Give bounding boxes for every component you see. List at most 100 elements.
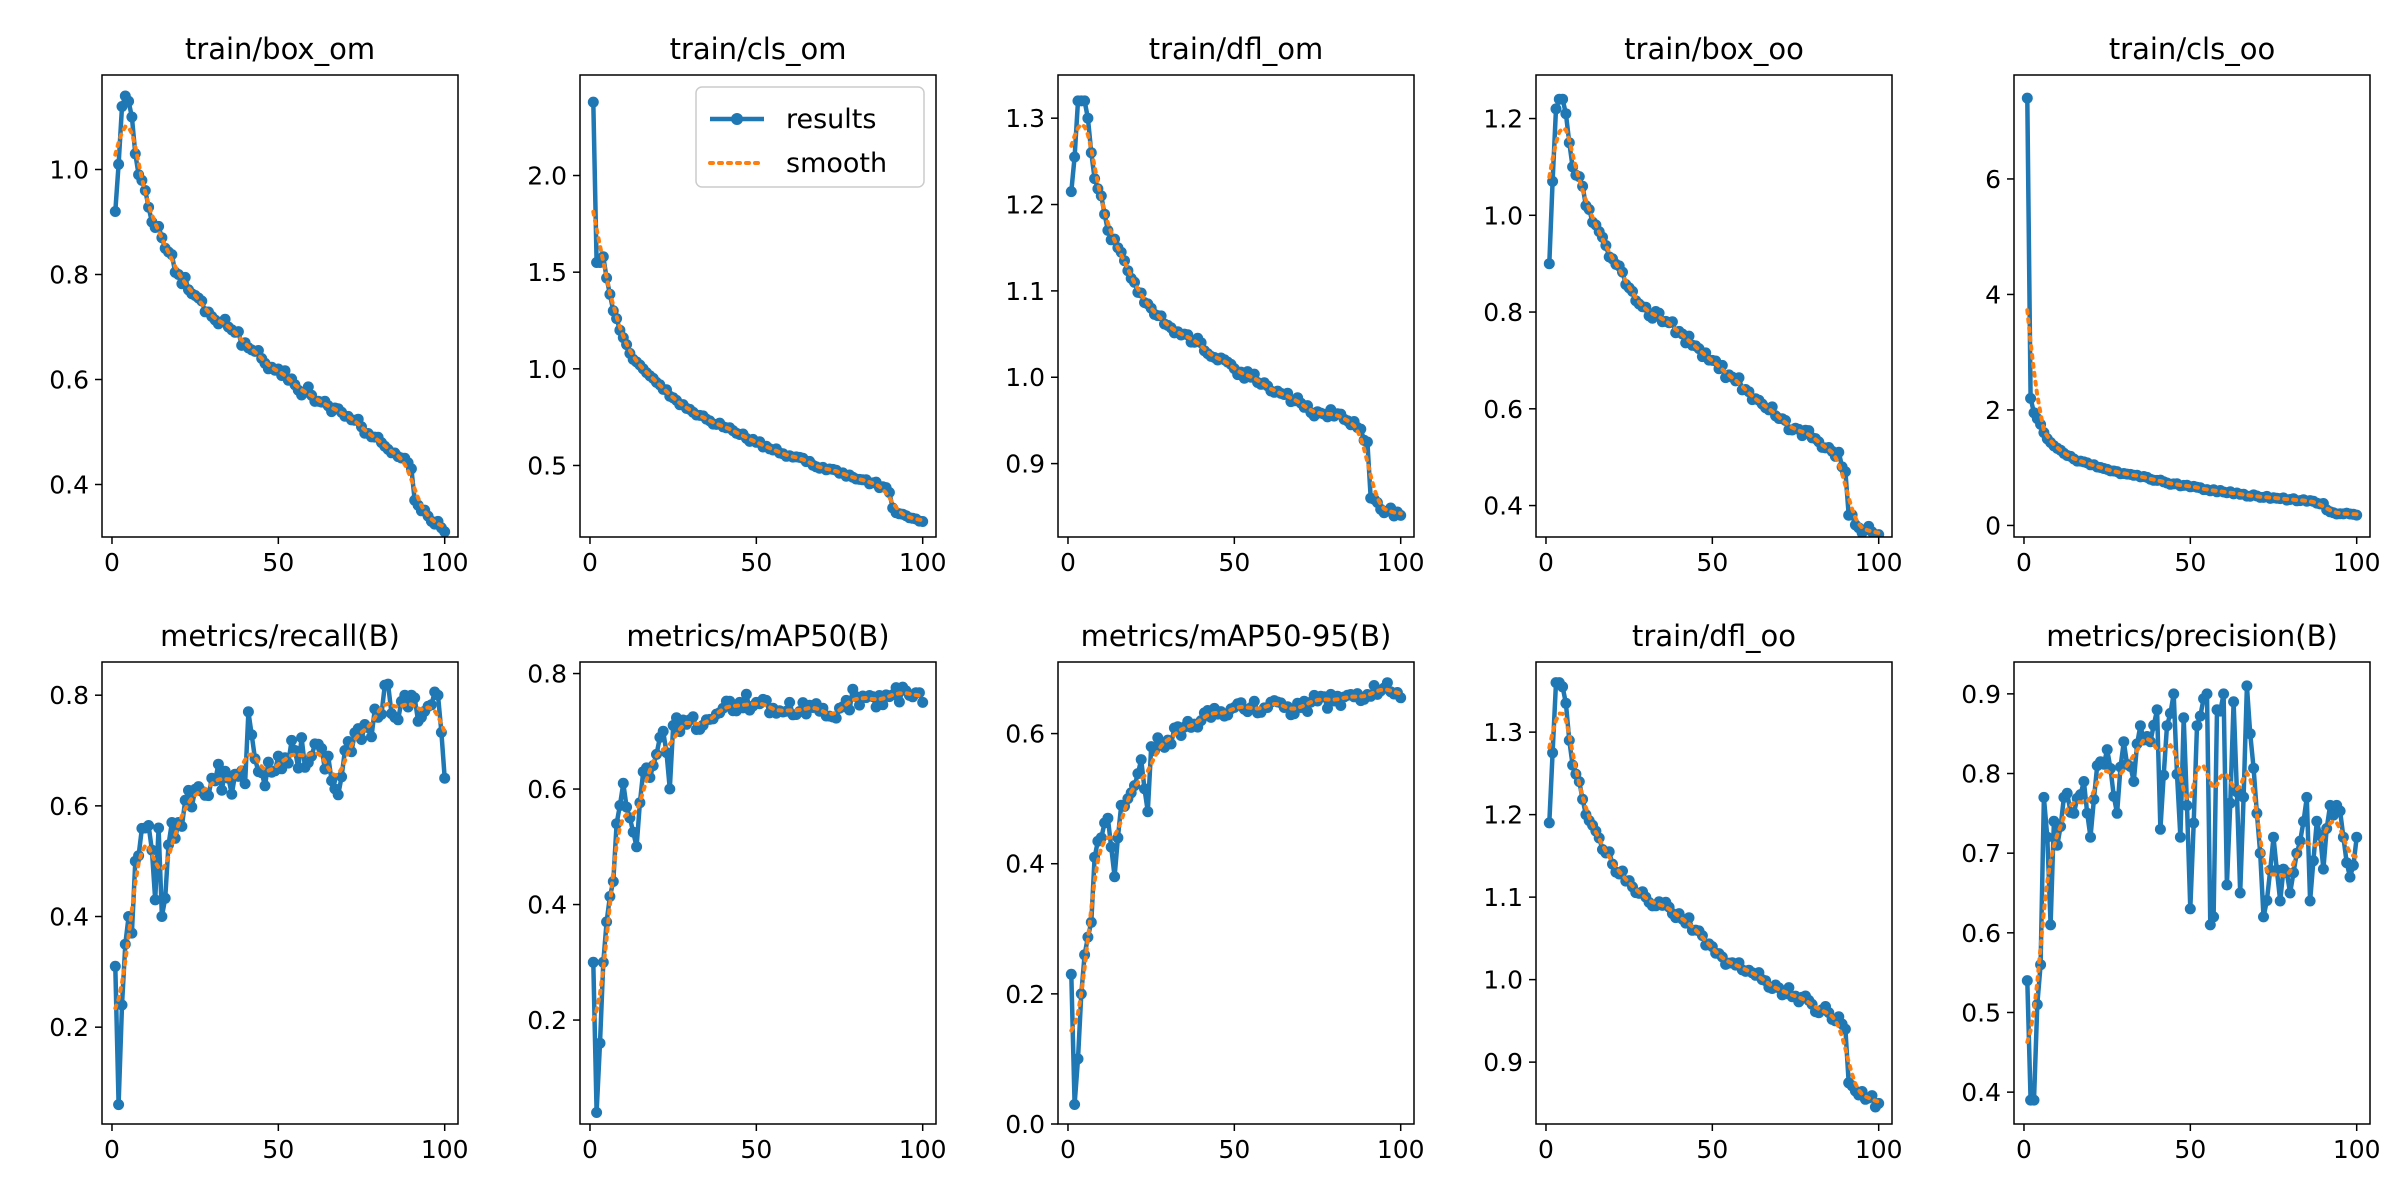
- x-tick-label: 50: [2174, 1135, 2206, 1164]
- results-point: [2301, 791, 2313, 803]
- results-point: [2191, 720, 2203, 732]
- plot-area: [1065, 677, 1407, 1110]
- results-point: [1833, 446, 1845, 458]
- x-tick-label: 50: [1696, 548, 1728, 577]
- y-tick-label: 1.2: [1483, 105, 1523, 134]
- x-tick-label: 50: [740, 548, 772, 577]
- results-point: [1683, 330, 1695, 342]
- x-tick-label: 0: [1060, 1135, 1076, 1164]
- y-tick-label: 0.7: [1961, 839, 2001, 868]
- panel-train-cls-oo: train/cls_oo 0 50 100 0 2 4 6: [1985, 32, 2380, 577]
- y-tick-label: 0.5: [527, 451, 567, 480]
- x-tick-label: 100: [1855, 1135, 1903, 1164]
- y-tick-label: 1.2: [1005, 191, 1045, 220]
- results-series-line: [2025, 683, 2359, 1103]
- plot-area: [109, 678, 451, 1111]
- results-point: [2298, 816, 2309, 827]
- panel-train-cls-om: train/cls_om 0 50 100 0.5 1.0 1.5 2.0 results smo…: [527, 32, 946, 577]
- results-point: [2021, 975, 2033, 987]
- results-point: [587, 956, 599, 968]
- y-tick-label: 0.2: [49, 1013, 89, 1042]
- results-point: [587, 96, 599, 108]
- results-point: [259, 780, 271, 792]
- results-point: [212, 758, 224, 770]
- results-point: [2174, 831, 2186, 843]
- results-point: [2201, 688, 2213, 700]
- results-point: [2061, 787, 2073, 799]
- legend-results-marker: [731, 113, 743, 125]
- results-point: [226, 788, 238, 800]
- x-tick-label: 50: [1696, 1135, 1728, 1164]
- plot-area: [109, 90, 451, 537]
- plot-area: [587, 96, 929, 527]
- results-point: [2028, 1094, 2040, 1106]
- results-point: [2038, 791, 2050, 803]
- plot-area: [587, 681, 929, 1118]
- results-point: [296, 732, 308, 744]
- panel-metrics-map50-b: metrics/mAP50(B) 0 50 100 0.2 0.4 0.6 0.8: [527, 619, 946, 1164]
- results-point: [2181, 800, 2193, 811]
- y-tick-label: 0.6: [1483, 395, 1523, 424]
- results-point: [1547, 747, 1559, 759]
- results-point: [1142, 806, 1154, 818]
- y-tick-label: 4: [1985, 280, 2001, 309]
- results-point: [1175, 730, 1187, 741]
- results-point: [392, 714, 404, 726]
- legend-frame: [695, 86, 925, 188]
- results-series-line: [1547, 680, 1881, 1110]
- results-point: [2085, 831, 2096, 843]
- results-point: [2158, 769, 2170, 781]
- results-point: [302, 381, 314, 393]
- plot-area: [2021, 680, 2363, 1106]
- axes-frame: [101, 74, 459, 538]
- axes-frame: [1535, 661, 1893, 1125]
- axes-frame: [2013, 74, 2371, 538]
- y-tick-label: 0.4: [1483, 492, 1523, 521]
- x-tick-label: 100: [421, 1135, 469, 1164]
- y-tick-label: 0.4: [1005, 850, 1045, 879]
- x-tick-label: 0: [1538, 1135, 1554, 1164]
- results-point: [2161, 720, 2173, 732]
- results-point: [2241, 680, 2253, 692]
- y-tick-label: 6: [1985, 165, 2001, 194]
- results-point: [2041, 831, 2053, 843]
- plot-area: [2021, 92, 2363, 521]
- results-point: [2101, 744, 2113, 756]
- axes-frame: [1057, 661, 1415, 1125]
- y-tick-label: 1.5: [527, 258, 567, 287]
- results-point: [2068, 807, 2080, 819]
- smooth-series-line: [1069, 687, 1403, 1033]
- x-tick-label: 100: [899, 548, 947, 577]
- y-tick-label: 1.1: [1483, 883, 1523, 912]
- results-point: [242, 706, 254, 718]
- results-point: [153, 822, 165, 834]
- smooth-series-line: [2025, 308, 2359, 517]
- results-point: [2128, 776, 2140, 787]
- results-point: [877, 699, 889, 711]
- results-point: [2334, 805, 2346, 817]
- results-point: [2148, 719, 2160, 731]
- results-point: [2208, 911, 2220, 923]
- results-point: [1102, 812, 1114, 824]
- y-tick-label: 1.3: [1483, 718, 1523, 747]
- panel-title: metrics/precision(B): [2046, 619, 2338, 653]
- y-tick-label: 0.8: [49, 681, 89, 710]
- y-tick-label: 0.4: [527, 891, 567, 920]
- results-point: [1065, 186, 1077, 198]
- results-point: [617, 777, 629, 789]
- y-tick-label: 0.6: [49, 366, 89, 395]
- smooth-series-line: [113, 701, 447, 1011]
- y-tick-label: 0.8: [1483, 298, 1523, 327]
- y-tick-label: 0.8: [49, 261, 89, 290]
- y-tick-label: 0.2: [527, 1006, 567, 1035]
- panel-train-box-om: train/box_om 0 50 100 0.4 0.6 0.8 1.0: [49, 32, 468, 577]
- results-point: [1069, 1099, 1081, 1110]
- results-point: [439, 772, 451, 784]
- results-point: [2214, 705, 2226, 717]
- smooth-series-line: [1547, 711, 1881, 1104]
- results-point: [262, 756, 274, 768]
- results-point: [2244, 728, 2256, 740]
- x-tick-label: 100: [421, 548, 469, 577]
- results-point: [2268, 831, 2279, 843]
- x-tick-label: 0: [1060, 548, 1076, 577]
